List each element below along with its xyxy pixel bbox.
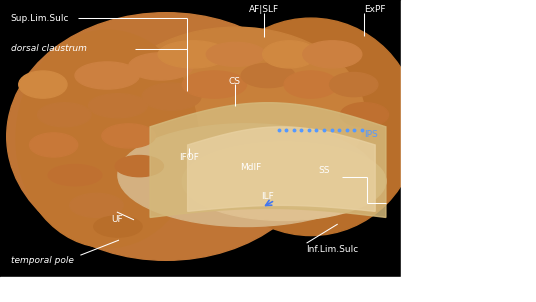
- Text: ExPF: ExPF: [364, 5, 386, 14]
- Text: Sup.Lim.Sulc: Sup.Lim.Sulc: [11, 14, 69, 23]
- Ellipse shape: [330, 72, 378, 97]
- Bar: [0, 277, 401, 302]
- Ellipse shape: [107, 27, 364, 202]
- Ellipse shape: [118, 124, 375, 226]
- Text: s: s: [405, 221, 411, 232]
- Ellipse shape: [70, 193, 123, 217]
- Ellipse shape: [19, 71, 67, 98]
- Text: like facial expressions and vocal melody like: like facial expressions and vocal melody…: [43, 287, 244, 296]
- Text: s: s: [405, 58, 411, 69]
- Ellipse shape: [29, 133, 78, 157]
- Ellipse shape: [16, 30, 198, 248]
- Ellipse shape: [102, 124, 155, 148]
- Text: AF|SLF: AF|SLF: [249, 5, 279, 14]
- Text: IPS: IPS: [364, 130, 378, 139]
- Text: c: c: [405, 194, 411, 204]
- Ellipse shape: [340, 103, 389, 127]
- Text: t: t: [405, 4, 409, 14]
- Text: t: t: [405, 140, 409, 150]
- Text: SS: SS: [318, 166, 330, 175]
- Ellipse shape: [241, 63, 295, 88]
- Ellipse shape: [129, 53, 193, 80]
- Text: l: l: [405, 167, 408, 177]
- Ellipse shape: [48, 165, 102, 186]
- Text: c: c: [405, 85, 411, 96]
- Ellipse shape: [88, 94, 147, 118]
- Text: c: c: [405, 31, 411, 41]
- Text: IFOF: IFOF: [178, 153, 199, 162]
- Ellipse shape: [303, 41, 362, 68]
- Ellipse shape: [142, 83, 201, 110]
- Text: dorsal claustrum: dorsal claustrum: [11, 44, 87, 53]
- Ellipse shape: [158, 41, 228, 68]
- Text: Inf.Lim.Sulc: Inf.Lim.Sulc: [307, 245, 359, 254]
- Ellipse shape: [182, 71, 247, 98]
- Text: CS: CS: [229, 77, 241, 86]
- Polygon shape: [150, 103, 386, 217]
- Text: ILF: ILF: [262, 192, 274, 201]
- Ellipse shape: [94, 216, 142, 237]
- Polygon shape: [188, 127, 375, 211]
- Ellipse shape: [284, 71, 338, 98]
- Ellipse shape: [115, 156, 163, 177]
- Text: MdIF: MdIF: [240, 163, 262, 172]
- Ellipse shape: [38, 103, 91, 127]
- Ellipse shape: [263, 41, 316, 68]
- Bar: [401, 0, 536, 302]
- Text: t: t: [405, 113, 409, 123]
- Ellipse shape: [182, 142, 386, 220]
- Ellipse shape: [206, 42, 265, 66]
- Ellipse shape: [7, 13, 326, 260]
- Text: UF: UF: [111, 215, 123, 224]
- Text: temporal pole: temporal pole: [11, 256, 73, 265]
- Ellipse shape: [204, 18, 418, 236]
- Ellipse shape: [75, 62, 139, 89]
